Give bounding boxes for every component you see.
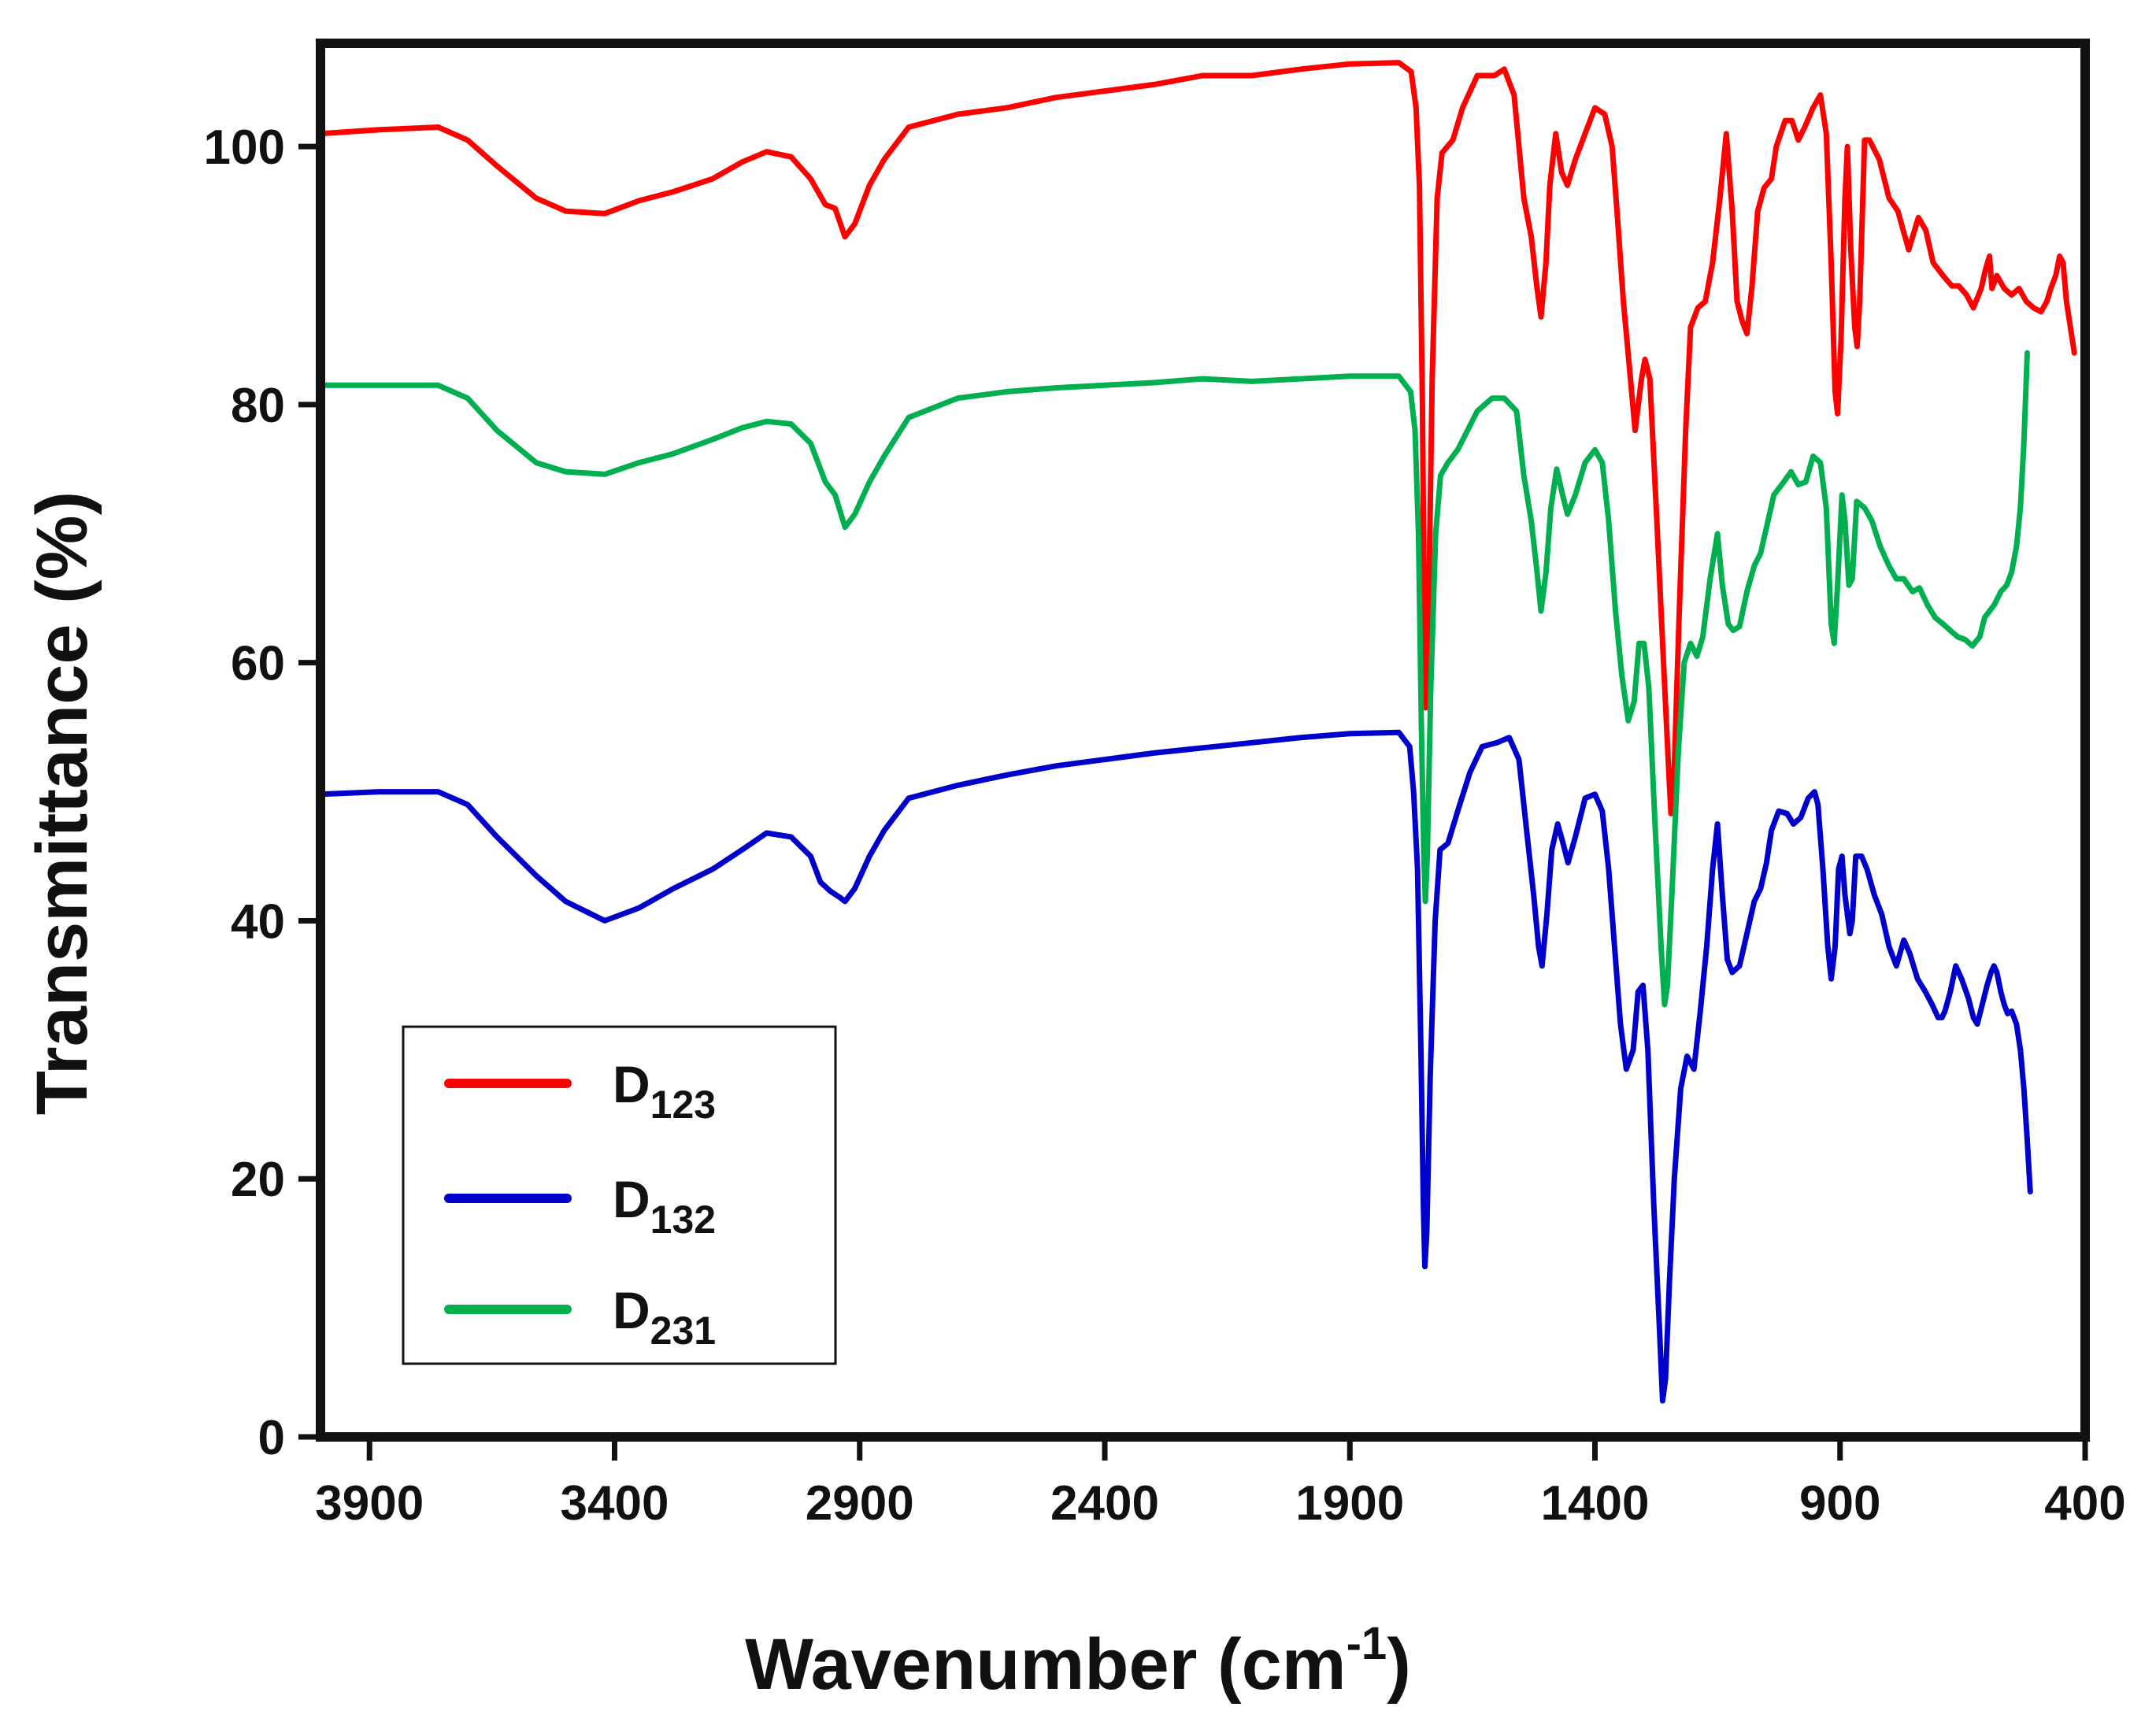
y-tick-label: 0 — [258, 1411, 285, 1465]
y-tick-label: 100 — [204, 120, 285, 175]
series-lines — [317, 60, 2077, 1404]
x-tick-label: 2400 — [1050, 1476, 1159, 1531]
y-tick-label: 60 — [231, 637, 285, 691]
legend-label-d123: D123 — [613, 1055, 716, 1127]
x-tick-label: 1900 — [1295, 1476, 1404, 1531]
y-tick-label: 80 — [231, 379, 285, 433]
x-tick-label: 900 — [1799, 1476, 1880, 1531]
x-ticks: 3900 3400 2900 2400 1900 1400 900 400 — [315, 1437, 2126, 1531]
plot-frame — [316, 39, 2090, 1442]
series-line-d132 — [317, 729, 2033, 1404]
legend-label-d132: D132 — [613, 1170, 716, 1242]
legend-label-d231: D231 — [613, 1281, 716, 1353]
y-tick-label: 20 — [231, 1153, 285, 1207]
series-line-d231 — [317, 350, 2030, 1008]
x-tick-label: 1400 — [1541, 1476, 1650, 1531]
y-ticks: 0 20 40 60 80 100 — [204, 120, 320, 1465]
x-axis-title: Wavenumber (cm-1) — [745, 1618, 1411, 1705]
y-axis-title: Transmittance (%) — [22, 491, 102, 1115]
x-tick-label: 3400 — [561, 1476, 669, 1531]
legend: D123 D132 D231 — [402, 1025, 837, 1365]
x-tick-label: 400 — [2044, 1476, 2125, 1531]
y-tick-label: 40 — [231, 894, 285, 949]
y-axis-title-group: Transmittance (%) — [22, 491, 102, 1115]
series-line-d123 — [317, 60, 2077, 816]
x-tick-label: 2900 — [806, 1476, 914, 1531]
x-tick-label: 3900 — [315, 1476, 424, 1531]
